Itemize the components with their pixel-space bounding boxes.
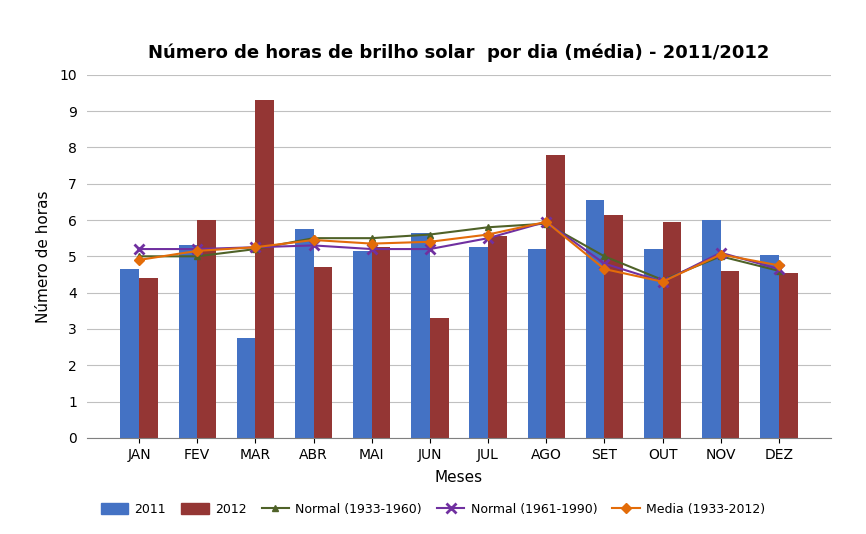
Normal (1933-1960) (192, 253, 203, 260)
X-axis label: Meses: Meses (435, 470, 483, 485)
Normal (1933-1960) (599, 253, 610, 260)
Bar (469, 247, 488, 438)
Media (1933-2012) (657, 279, 668, 285)
Bar (546, 155, 565, 438)
Normal (1933-1960) (657, 277, 668, 283)
Bar (236, 338, 255, 438)
Bar (120, 269, 139, 438)
Media (1933-2012) (366, 240, 377, 247)
Normal (1961-1990) (715, 249, 726, 256)
Normal (1933-1960) (483, 224, 494, 231)
Normal (1961-1990) (773, 266, 784, 272)
Bar (313, 267, 333, 438)
Media (1933-2012) (599, 266, 610, 272)
Line: Normal (1933-1960): Normal (1933-1960) (136, 220, 782, 284)
Bar (295, 229, 313, 438)
Normal (1933-1960) (773, 268, 784, 274)
Bar (760, 255, 779, 438)
Bar (178, 246, 197, 438)
Bar (430, 318, 449, 438)
Bar (721, 271, 740, 438)
Normal (1933-1960) (366, 235, 377, 241)
Title: Número de horas de brilho solar  por dia (média) - 2011/2012: Número de horas de brilho solar por dia … (148, 44, 770, 62)
Bar (197, 220, 216, 438)
Bar (255, 100, 274, 438)
Line: Media (1933-2012): Media (1933-2012) (136, 218, 782, 285)
Bar (779, 273, 798, 438)
Normal (1961-1990) (424, 246, 435, 252)
Normal (1961-1990) (134, 246, 145, 252)
Bar (372, 247, 391, 438)
Normal (1933-1960) (250, 246, 261, 252)
Bar (702, 220, 721, 438)
Bar (644, 249, 662, 438)
Y-axis label: Número de horas: Número de horas (36, 190, 51, 323)
Normal (1933-1960) (308, 235, 319, 241)
Media (1933-2012) (773, 262, 784, 269)
Line: Normal (1961-1990): Normal (1961-1990) (134, 217, 784, 287)
Bar (604, 215, 623, 438)
Bar (585, 200, 604, 438)
Media (1933-2012) (192, 248, 203, 254)
Media (1933-2012) (424, 239, 435, 245)
Bar (411, 233, 430, 438)
Media (1933-2012) (134, 257, 145, 263)
Media (1933-2012) (250, 244, 261, 250)
Legend: 2011, 2012, Normal (1933-1960), Normal (1961-1990), Media (1933-2012): 2011, 2012, Normal (1933-1960), Normal (… (94, 497, 772, 522)
Normal (1933-1960) (134, 253, 145, 260)
Media (1933-2012) (715, 252, 726, 258)
Media (1933-2012) (483, 231, 494, 238)
Normal (1961-1990) (657, 279, 668, 285)
Normal (1961-1990) (308, 242, 319, 249)
Normal (1961-1990) (599, 261, 610, 267)
Bar (353, 251, 372, 438)
Normal (1933-1960) (424, 231, 435, 238)
Normal (1961-1990) (541, 218, 552, 225)
Bar (488, 237, 507, 438)
Bar (527, 249, 546, 438)
Media (1933-2012) (541, 218, 552, 225)
Normal (1961-1990) (366, 246, 377, 252)
Normal (1933-1960) (715, 253, 726, 260)
Bar (139, 278, 158, 438)
Normal (1961-1990) (483, 235, 494, 241)
Media (1933-2012) (308, 237, 319, 243)
Bar (662, 222, 682, 438)
Normal (1961-1990) (250, 244, 261, 250)
Normal (1933-1960) (541, 221, 552, 227)
Normal (1961-1990) (192, 246, 203, 252)
